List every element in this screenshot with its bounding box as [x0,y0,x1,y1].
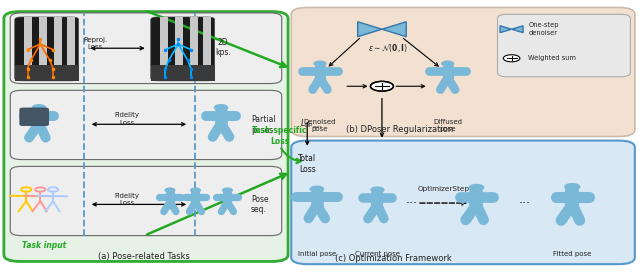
Text: Total
Loss: Total Loss [298,154,316,174]
Polygon shape [500,26,511,32]
Circle shape [33,105,45,110]
Bar [67,17,75,81]
Text: One-step
denoiser: One-step denoiser [528,22,559,36]
Circle shape [371,187,384,192]
Circle shape [371,81,394,91]
Text: Diffused
pose: Diffused pose [433,119,462,132]
Circle shape [223,188,232,192]
Text: (c) Optimization Framework: (c) Optimization Framework [335,254,452,263]
Text: Weighted sum: Weighted sum [528,55,576,61]
Circle shape [469,185,484,191]
Bar [190,17,198,81]
Circle shape [310,186,323,192]
Bar [175,17,182,81]
FancyBboxPatch shape [291,7,635,136]
Text: OptimizerStep: OptimizerStep [417,186,469,192]
Text: (b) DPoser Regularization: (b) DPoser Regularization [346,125,454,134]
Circle shape [191,188,200,192]
Circle shape [565,184,580,190]
Text: $L_{\mathrm{DP_{oser}}}$: $L_{\mathrm{DP_{oser}}}$ [300,117,323,131]
FancyBboxPatch shape [4,11,288,262]
FancyBboxPatch shape [10,90,282,160]
Text: Task input: Task input [22,241,67,250]
Text: Denoised
pose: Denoised pose [304,119,336,132]
Text: Reproj.
Loss: Reproj. Loss [83,37,108,50]
Polygon shape [382,22,406,37]
Bar [151,65,214,81]
Bar [54,17,62,81]
FancyBboxPatch shape [20,108,49,126]
Text: ···: ··· [405,197,417,210]
Text: Fidelity
Loss: Fidelity Loss [115,193,140,206]
FancyBboxPatch shape [15,17,79,81]
Circle shape [165,188,175,192]
Text: Pose
seq.: Pose seq. [251,195,269,214]
Bar [39,17,47,81]
Text: Fitted pose: Fitted pose [553,251,591,257]
Circle shape [503,55,520,62]
Text: Current pose: Current pose [355,251,400,257]
Circle shape [442,61,454,66]
FancyBboxPatch shape [10,166,282,236]
Polygon shape [511,26,523,32]
Text: Task-specific
Loss: Task-specific Loss [252,126,307,146]
Text: (a) Pose-related Tasks: (a) Pose-related Tasks [99,252,190,261]
Circle shape [214,105,228,110]
Bar [203,17,211,81]
Text: ···: ··· [518,197,531,210]
FancyBboxPatch shape [291,141,635,264]
Polygon shape [358,22,382,37]
Text: Initial pose: Initial pose [298,251,336,257]
FancyBboxPatch shape [151,17,214,81]
Text: 2D
kps.: 2D kps. [215,38,231,57]
Bar [161,17,168,81]
Text: Partial
poses: Partial poses [251,115,276,135]
Text: $\varepsilon \sim \mathcal{N}(\mathbf{0}, \mathbf{I})$: $\varepsilon \sim \mathcal{N}(\mathbf{0}… [368,42,408,54]
Bar [24,17,32,81]
Bar [15,65,79,81]
Text: Fidelity
Loss: Fidelity Loss [115,112,140,126]
FancyBboxPatch shape [497,14,630,77]
Circle shape [314,61,326,66]
FancyBboxPatch shape [10,13,282,84]
